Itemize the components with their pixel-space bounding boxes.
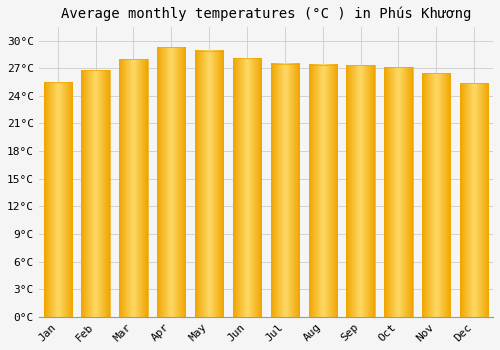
Bar bbox=[195, 51, 224, 317]
Bar bbox=[384, 67, 412, 317]
Bar bbox=[346, 65, 375, 317]
Bar bbox=[422, 73, 450, 317]
Bar bbox=[82, 70, 110, 317]
Bar bbox=[308, 64, 337, 317]
Bar bbox=[119, 59, 148, 317]
Bar bbox=[270, 64, 299, 317]
Bar bbox=[44, 82, 72, 317]
Bar bbox=[460, 83, 488, 317]
Bar bbox=[157, 47, 186, 317]
Title: Average monthly temperatures (°C ) in Phús Khương: Average monthly temperatures (°C ) in Ph… bbox=[60, 7, 471, 21]
Bar bbox=[233, 58, 261, 317]
